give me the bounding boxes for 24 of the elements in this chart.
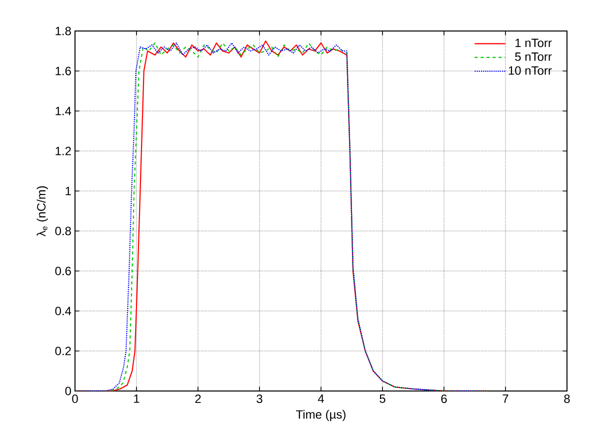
y-tick-label: 0.8 — [55, 226, 71, 236]
y-tick-label: 0.2 — [55, 346, 71, 356]
y-tick-label: 1.6 — [56, 66, 71, 76]
legend-label: 1 nTorr — [516, 38, 552, 48]
y-tick-label: 1.4 — [56, 106, 72, 116]
x-tick-label: 4 — [318, 394, 324, 403]
y-tick-label: 0.6 — [55, 266, 71, 276]
y-tick-label: 0 — [65, 386, 72, 396]
x-tick-label: 5 — [380, 394, 386, 403]
x-axis-title: Time (µs) — [296, 410, 346, 422]
y-tick-label: 1 — [66, 186, 71, 196]
y-tick-label: 1.8 — [56, 26, 71, 36]
y-tick-label: 0.4 — [55, 306, 72, 316]
x-tick-label: 2 — [195, 394, 201, 403]
x-tick-label: 1 — [134, 394, 140, 403]
x-tick-label: 7 — [502, 394, 508, 403]
x-tick-label: 6 — [441, 394, 447, 404]
x-tick-label: 0 — [72, 394, 78, 404]
legend-label: 5 nTorr — [515, 52, 552, 61]
legend-label: 10 nTorr — [508, 66, 552, 75]
x-tick-label: 8 — [564, 394, 570, 404]
x-tick-label: 3 — [256, 394, 262, 404]
y-axis-title: λ$_{e}$ (nC/m) — [36, 186, 48, 236]
y-tick-label: 1.2 — [56, 146, 71, 156]
